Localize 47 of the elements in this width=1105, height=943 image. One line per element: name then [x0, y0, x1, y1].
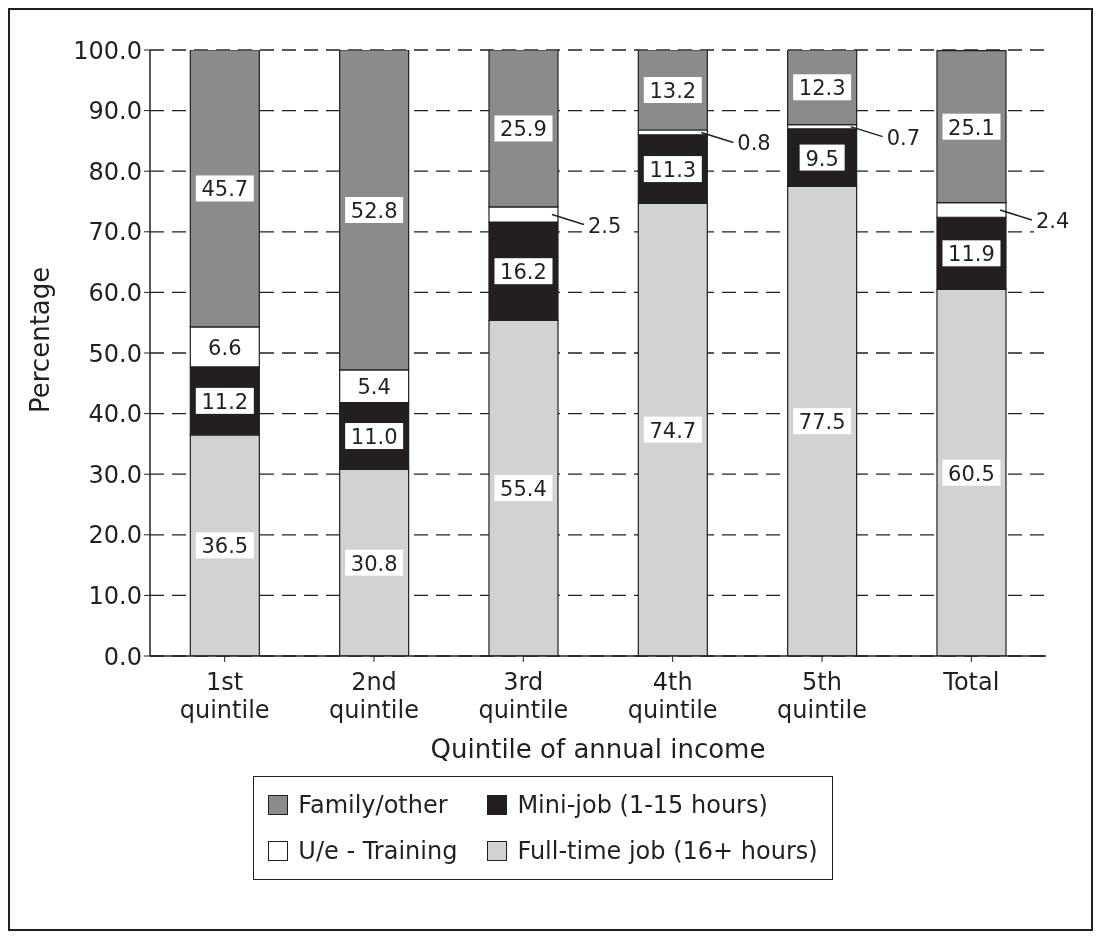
y-tick-label: 40.0 [88, 400, 142, 429]
legend-label: Family/other [298, 791, 448, 819]
data-label: 77.5 [798, 410, 846, 435]
data-label: 0.8 [737, 131, 771, 156]
data-label: 25.9 [500, 117, 547, 142]
y-tick-label: 100.0 [73, 36, 142, 65]
x-axis-title: Quintile of annual income [430, 734, 766, 764]
y-tick-label: 80.0 [88, 157, 142, 186]
data-label: 74.7 [649, 418, 697, 443]
y-tick-label: 10.0 [88, 581, 142, 610]
data-label: 0.7 [886, 125, 921, 150]
data-label: 2.5 [587, 213, 622, 238]
legend-label: U/e - Training [298, 837, 458, 865]
data-label: 11.3 [649, 158, 697, 183]
data-label: 13.2 [649, 79, 697, 103]
legend-label: Full-time job (16+ hours) [517, 837, 818, 865]
data-label: 2.4 [1035, 208, 1070, 233]
data-label: 9.5 [805, 146, 839, 171]
data-label: 11.9 [948, 242, 995, 267]
data-label: 11.0 [350, 425, 398, 450]
data-label: 16.2 [500, 260, 547, 285]
legend-label: Mini-job (1-15 hours) [517, 791, 768, 819]
data-label: 60.5 [948, 461, 995, 486]
data-label: 52.8 [350, 198, 398, 223]
data-label: 5.4 [357, 375, 391, 400]
x-tick-label: 3rd quintile [478, 668, 569, 724]
x-tick-label: 1st quintile [179, 668, 270, 724]
y-tick-label: 70.0 [88, 218, 142, 247]
data-label: 6.6 [208, 335, 242, 360]
y-tick-label: 90.0 [88, 97, 142, 126]
y-axis-title: Percentage [25, 266, 56, 413]
x-tick-label: 2nd quintile [329, 668, 419, 724]
data-label: 30.8 [350, 551, 398, 576]
data-label: 45.7 [201, 177, 249, 202]
data-label: 25.1 [948, 115, 995, 140]
y-tick-label: 30.0 [88, 460, 142, 489]
x-tick-label: 4th quintile [627, 668, 718, 724]
y-tick-label: 60.0 [88, 278, 142, 307]
data-label: 11.2 [201, 389, 249, 414]
y-tick-label: 0.0 [103, 642, 142, 671]
data-label: 36.5 [201, 534, 249, 559]
x-tick-label: Total [942, 668, 1000, 696]
x-tick-label: 5th quintile [777, 668, 867, 724]
y-tick-label: 50.0 [88, 339, 142, 368]
y-tick-label: 20.0 [88, 521, 142, 550]
data-label: 55.4 [500, 477, 547, 502]
data-label: 12.3 [798, 76, 846, 101]
